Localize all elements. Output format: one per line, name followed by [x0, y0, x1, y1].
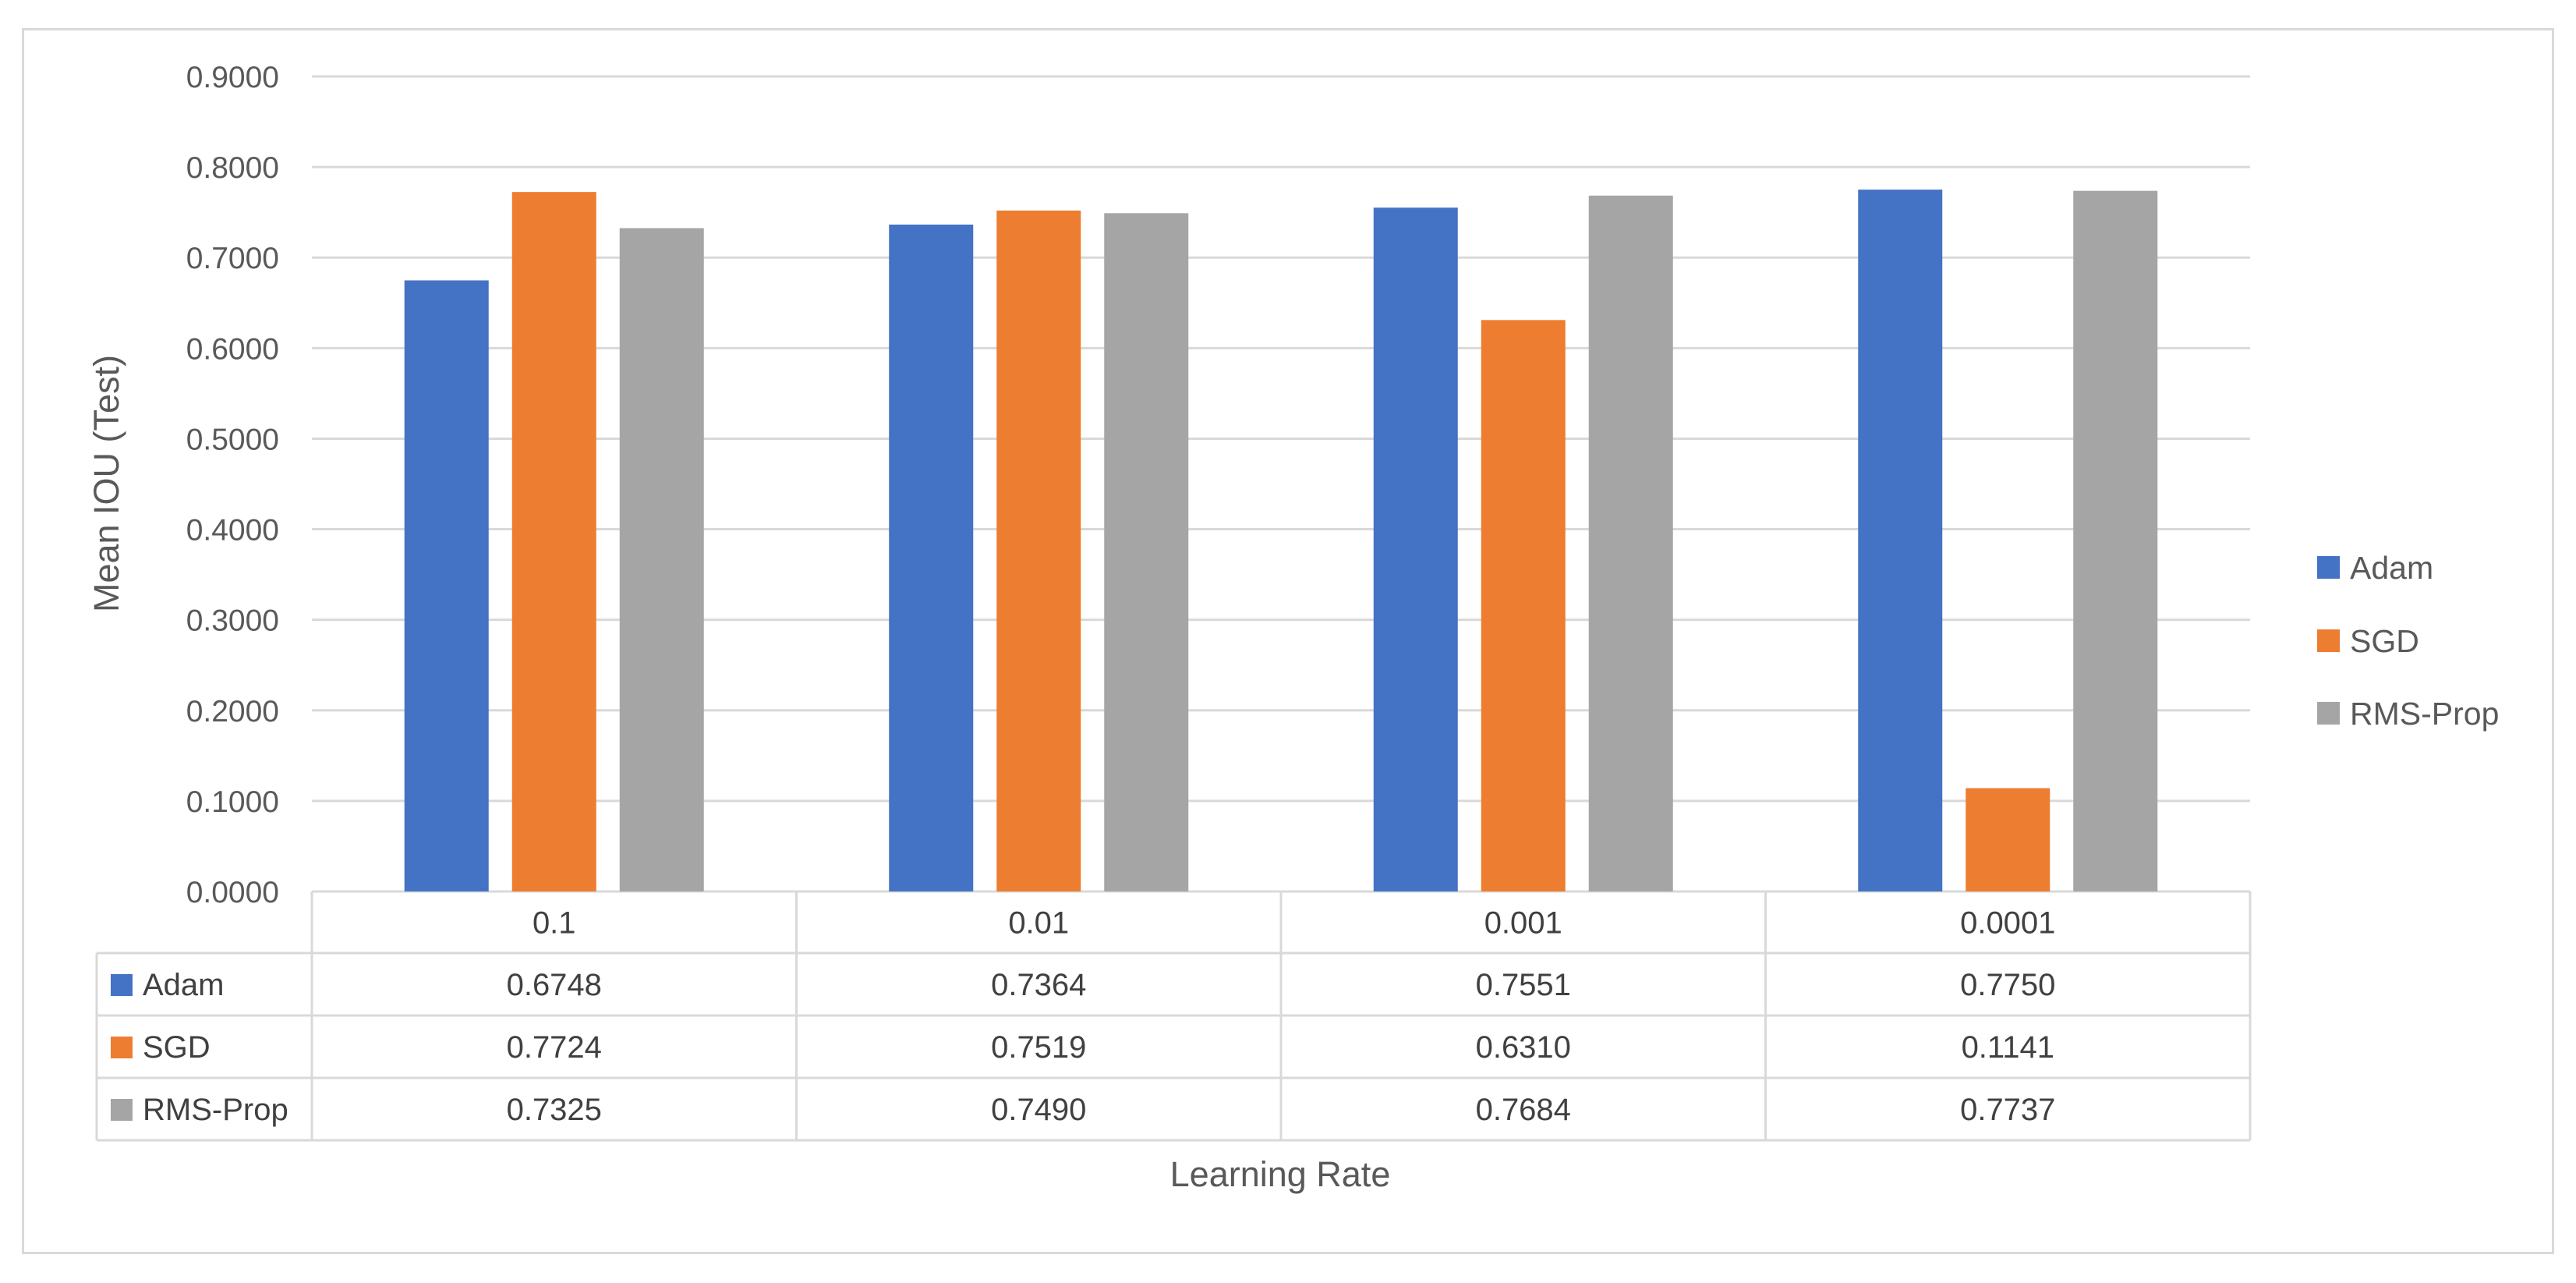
- legend-label: RMS-Prop: [2350, 696, 2499, 732]
- data-label: 0.7490: [991, 1093, 1086, 1127]
- table-series-name: SGD: [143, 1030, 211, 1065]
- table-series-name: RMS-Prop: [143, 1093, 288, 1127]
- table-swatch-rms-prop: [111, 1099, 133, 1121]
- bar-adam-1: [889, 224, 974, 891]
- bar-adam-0: [404, 280, 489, 892]
- y-tick-label: 0.4000: [186, 514, 279, 548]
- y-axis-ticks: 0.0000 0.1000 0.2000 0.3000 0.4000 0.5000 0.60…: [186, 61, 279, 909]
- table-swatch-adam: [111, 974, 133, 996]
- x-tick-label: 0.01: [1008, 906, 1069, 941]
- y-axis-title: Mean IOU (Test): [87, 355, 126, 612]
- x-tick-label: 0.0001: [1960, 906, 2055, 941]
- data-label: 0.1141: [1962, 1030, 2054, 1065]
- data-label: 0.7737: [1960, 1093, 2055, 1127]
- x-axis-title: Learning Rate: [1170, 1154, 1391, 1194]
- legend-swatch-adam: [2317, 556, 2340, 579]
- y-tick-label: 0.0000: [186, 876, 279, 909]
- bar-sgd-1: [996, 210, 1081, 891]
- y-tick-label: 0.6000: [186, 332, 279, 366]
- legend: Adam SGD RMS-Prop: [2317, 550, 2499, 732]
- data-label: 0.7750: [1960, 968, 2055, 1002]
- legend-label: SGD: [2350, 623, 2419, 659]
- data-label: 0.7325: [507, 1093, 602, 1127]
- bar-rms-prop-3: [2073, 190, 2158, 892]
- table-swatch-sgd: [111, 1037, 133, 1058]
- y-tick-label: 0.5000: [186, 423, 279, 456]
- data-label: 0.7724: [507, 1030, 602, 1065]
- table-series-name: Adam: [143, 968, 225, 1002]
- data-label: 0.7684: [1476, 1093, 1571, 1127]
- bar-sgd-3: [1966, 788, 2051, 891]
- y-tick-label: 0.3000: [186, 604, 279, 638]
- bar-rms-prop-2: [1588, 195, 1673, 891]
- bar-sgd-0: [511, 192, 596, 891]
- data-label: 0.6310: [1476, 1030, 1571, 1065]
- bar-sgd-2: [1481, 320, 1566, 892]
- data-label: 0.6748: [507, 968, 602, 1002]
- gridlines: [312, 75, 2250, 893]
- bar-adam-2: [1373, 207, 1458, 891]
- data-label: 0.7519: [991, 1030, 1086, 1065]
- data-label: 0.7551: [1476, 968, 1571, 1002]
- legend-swatch-rms-prop: [2317, 702, 2340, 725]
- bar-adam-3: [1858, 190, 1943, 891]
- y-tick-label: 0.7000: [186, 242, 279, 275]
- y-tick-label: 0.9000: [186, 61, 279, 94]
- legend-swatch-sgd: [2317, 629, 2340, 652]
- y-tick-label: 0.1000: [186, 785, 279, 819]
- x-tick-label: 0.001: [1484, 906, 1562, 941]
- bar-rms-prop-0: [619, 228, 704, 892]
- bar-rms-prop-1: [1104, 213, 1189, 892]
- x-tick-label: 0.1: [533, 906, 576, 941]
- y-tick-label: 0.2000: [186, 695, 279, 728]
- y-tick-label: 0.8000: [186, 151, 279, 185]
- data-table: 0.1 0.01 0.001 0.0001 Adam 0.6748 0.7364 0.7551…: [95, 891, 2252, 1142]
- bars: [404, 190, 2158, 892]
- data-label: 0.7364: [991, 968, 1086, 1002]
- legend-label: Adam: [2350, 550, 2433, 586]
